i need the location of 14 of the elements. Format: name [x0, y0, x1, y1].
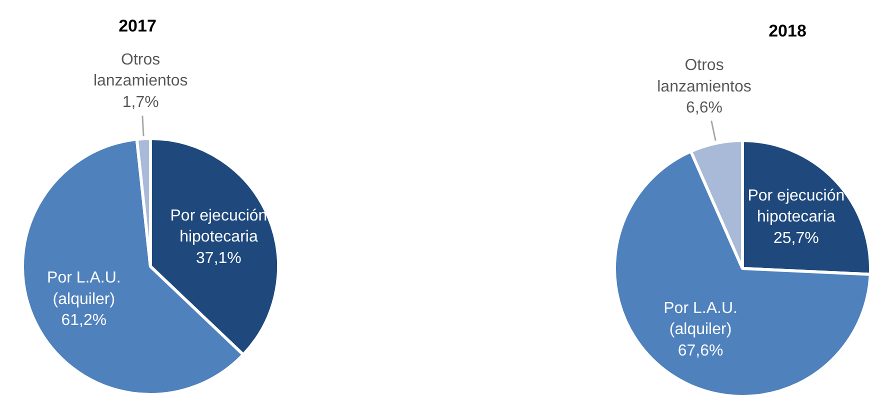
- slice-label: Otros lanzamientos: [93, 51, 188, 90]
- data-label: 61,2%: [61, 312, 107, 330]
- chart-title: 2017: [118, 16, 156, 36]
- slice-label: Por ejecución hipotecaria: [170, 207, 268, 246]
- slice-label: Otros lanzamientos: [657, 57, 752, 96]
- chart-title: 2018: [768, 22, 806, 40]
- data-label: 25,7%: [773, 230, 819, 247]
- slice-label: Por ejecución hipotecaria: [748, 187, 845, 226]
- data-label: 37,1%: [196, 250, 242, 267]
- slice-label: Por L.A.U. (alquiler): [664, 300, 738, 338]
- data-label: 1,7%: [122, 94, 159, 111]
- data-label: 67,6%: [678, 342, 724, 360]
- slice-label: Por L.A.U. (alquiler): [47, 270, 121, 308]
- data-label: 6,6%: [686, 100, 722, 117]
